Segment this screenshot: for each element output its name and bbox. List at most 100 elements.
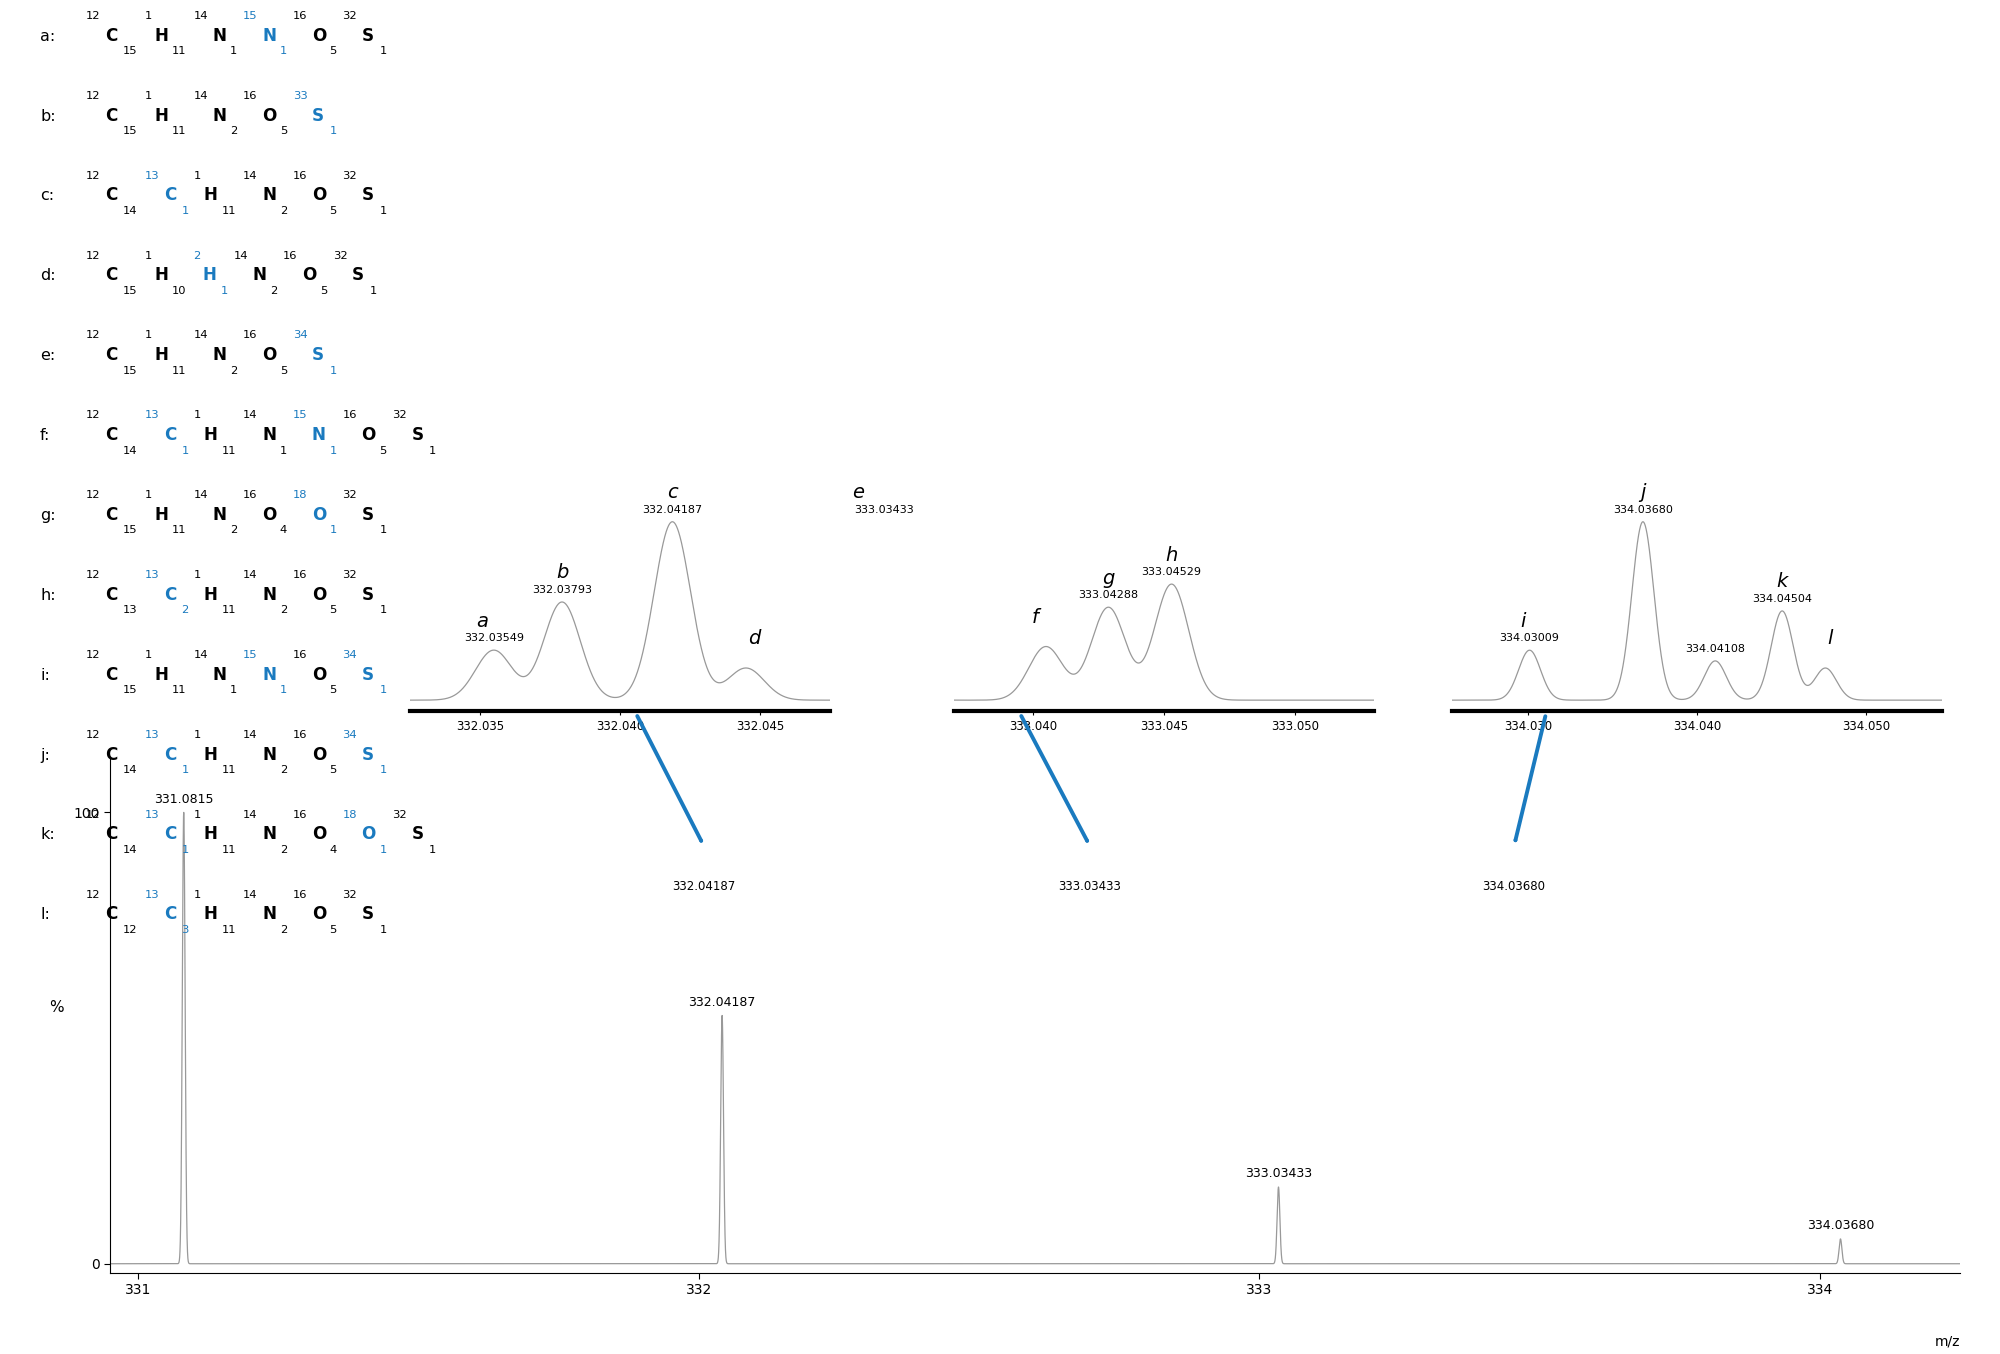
Text: N: N: [262, 906, 276, 923]
Text: 1: 1: [380, 206, 386, 215]
Text: 15: 15: [244, 11, 258, 20]
Text: 5: 5: [330, 46, 336, 56]
Text: C: C: [106, 586, 118, 604]
Text: b: b: [556, 563, 568, 582]
Text: 11: 11: [172, 46, 186, 56]
Text: 1: 1: [380, 46, 386, 56]
Text: 1: 1: [144, 650, 152, 659]
Text: 13: 13: [144, 810, 160, 819]
Text: 11: 11: [172, 126, 186, 135]
Text: C: C: [164, 187, 176, 204]
Text: H: H: [204, 187, 218, 204]
Text: 2: 2: [230, 525, 238, 535]
Text: 2: 2: [280, 925, 288, 934]
Text: O: O: [312, 187, 326, 204]
Text: 332.03793: 332.03793: [532, 585, 592, 594]
Text: c: c: [666, 483, 678, 502]
Text: 1: 1: [380, 605, 386, 615]
Text: C: C: [106, 826, 118, 844]
Text: 11: 11: [172, 685, 186, 695]
Text: f:: f:: [40, 428, 50, 443]
Text: a: a: [476, 612, 488, 631]
Text: O: O: [312, 746, 326, 764]
Text: 2: 2: [280, 605, 288, 615]
Text: 14: 14: [194, 330, 208, 340]
Text: 2: 2: [230, 126, 238, 135]
Text: N: N: [262, 666, 276, 684]
Text: 32: 32: [342, 890, 358, 899]
Text: 1: 1: [220, 286, 228, 295]
Text: 14: 14: [122, 765, 138, 774]
Text: 15: 15: [122, 525, 138, 535]
Text: 334.03009: 334.03009: [1500, 634, 1560, 643]
Text: 14: 14: [122, 206, 138, 215]
Text: 334.03680: 334.03680: [1482, 880, 1546, 894]
Text: 1: 1: [194, 570, 202, 580]
Text: O: O: [362, 826, 376, 844]
Text: 15: 15: [122, 46, 138, 56]
Text: 12: 12: [86, 91, 100, 100]
Text: C: C: [106, 506, 118, 524]
Text: 332.04187: 332.04187: [642, 505, 702, 515]
Text: H: H: [204, 586, 218, 604]
Text: 15: 15: [122, 366, 138, 375]
Text: 15: 15: [244, 650, 258, 659]
Text: 18: 18: [342, 810, 356, 819]
Text: C: C: [106, 187, 118, 204]
Text: N: N: [212, 666, 226, 684]
Text: 14: 14: [244, 410, 258, 420]
Text: 12: 12: [86, 570, 100, 580]
Text: S: S: [362, 187, 374, 204]
Text: 1: 1: [182, 206, 188, 215]
Text: S: S: [312, 347, 324, 364]
Text: 2: 2: [182, 605, 188, 615]
Text: S: S: [362, 27, 374, 45]
Text: a:: a:: [40, 28, 56, 43]
Text: N: N: [262, 27, 276, 45]
Text: 1: 1: [144, 11, 152, 20]
Text: 5: 5: [330, 925, 336, 934]
Text: 11: 11: [222, 605, 236, 615]
Text: 13: 13: [144, 570, 160, 580]
Text: S: S: [362, 746, 374, 764]
Text: 16: 16: [292, 810, 308, 819]
Text: 16: 16: [244, 330, 258, 340]
Text: O: O: [262, 506, 276, 524]
Text: 15: 15: [122, 286, 138, 295]
Text: j:: j:: [40, 747, 50, 762]
Text: H: H: [154, 27, 168, 45]
Text: O: O: [262, 347, 276, 364]
Text: 1: 1: [194, 730, 202, 739]
Text: 32: 32: [342, 11, 358, 20]
Text: 12: 12: [86, 810, 100, 819]
Text: N: N: [212, 347, 226, 364]
Text: m/z: m/z: [1934, 1335, 1960, 1349]
Text: H: H: [154, 506, 168, 524]
Text: C: C: [164, 906, 176, 923]
Text: O: O: [362, 427, 376, 444]
Text: C: C: [164, 586, 176, 604]
Text: 5: 5: [330, 685, 336, 695]
Text: k: k: [1776, 573, 1788, 592]
Text: 11: 11: [222, 925, 236, 934]
Text: O: O: [262, 107, 276, 125]
Text: S: S: [362, 586, 374, 604]
Text: h: h: [1166, 546, 1178, 565]
Text: 11: 11: [222, 765, 236, 774]
Text: 14: 14: [122, 445, 138, 455]
Text: k:: k:: [40, 827, 54, 842]
Text: 333.03433: 333.03433: [1058, 880, 1122, 894]
Text: 34: 34: [342, 650, 358, 659]
Text: 13: 13: [144, 890, 160, 899]
Text: l: l: [1828, 630, 1834, 649]
Text: H: H: [154, 107, 168, 125]
Text: 12: 12: [86, 171, 100, 180]
Text: 5: 5: [330, 765, 336, 774]
Text: 1: 1: [194, 810, 202, 819]
Text: 1: 1: [280, 445, 288, 455]
Text: 12: 12: [86, 730, 100, 739]
Text: 1: 1: [330, 445, 336, 455]
Text: 2: 2: [230, 366, 238, 375]
Text: g: g: [1102, 569, 1114, 588]
Text: N: N: [262, 427, 276, 444]
